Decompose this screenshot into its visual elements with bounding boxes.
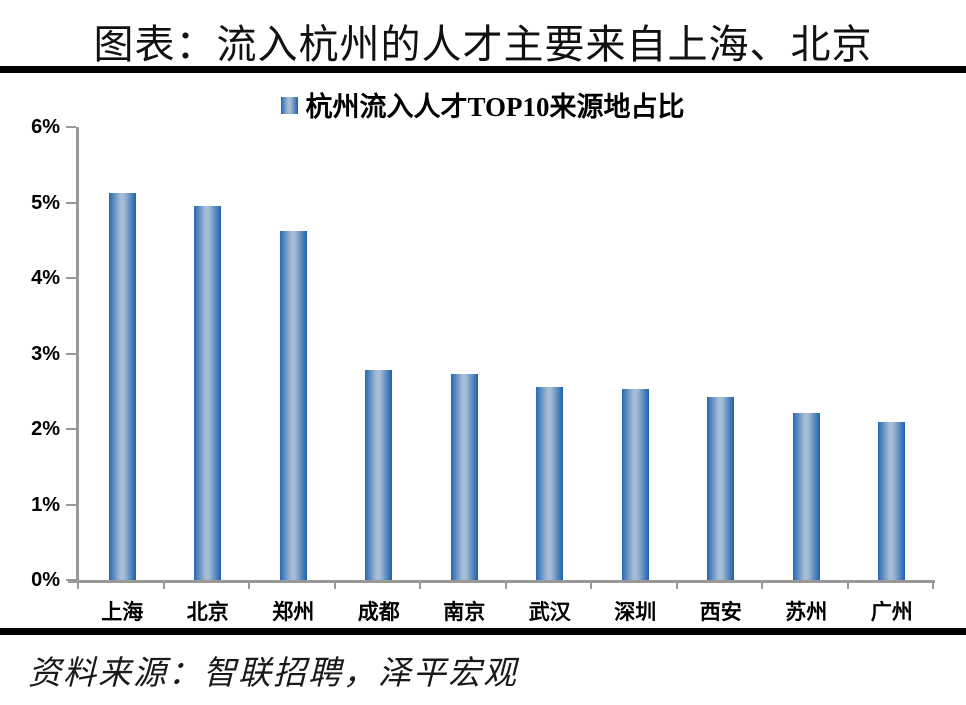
bar	[536, 386, 564, 580]
x-axis-tick	[846, 583, 849, 589]
x-axis-label: 上海	[101, 600, 144, 624]
x-axis-tick	[675, 583, 678, 589]
y-axis-tick	[66, 201, 76, 204]
chart-title: 图表：流入杭州的人才主要来自上海、北京	[93, 22, 873, 67]
x-axis-label: 深圳	[614, 600, 657, 624]
bar	[621, 388, 649, 580]
legend-label: 杭州流入人才TOP10来源地占比	[305, 91, 685, 122]
y-axis-tick	[66, 503, 76, 506]
x-axis-tick	[590, 583, 592, 589]
legend-marker-icon	[281, 96, 299, 114]
bar	[450, 373, 478, 580]
bar	[194, 206, 222, 580]
chart-legend: 杭州流入人才TOP10来源地占比	[0, 86, 966, 122]
x-axis-label: 苏州	[785, 600, 828, 624]
top-divider	[0, 66, 966, 73]
x-axis-tick	[248, 583, 250, 589]
x-axis-tick	[761, 583, 763, 589]
bar	[279, 231, 307, 580]
y-axis-label: 2%	[31, 418, 60, 440]
bar	[792, 413, 820, 580]
source-note: 资料来源：智联招聘，泽平宏观	[28, 656, 518, 692]
x-axis-label: 广州	[870, 600, 913, 624]
y-axis-label: 0%	[31, 569, 60, 591]
y-axis-label: 3%	[31, 342, 60, 365]
y-axis-line	[76, 127, 79, 583]
y-axis-label: 6%	[31, 116, 60, 138]
x-axis-label: 南京	[443, 600, 486, 624]
y-axis-label: 4%	[31, 267, 60, 289]
x-axis-tick	[162, 583, 165, 589]
bar	[108, 193, 136, 580]
y-axis-tick	[66, 352, 76, 355]
y-axis-label: 1%	[31, 493, 60, 516]
bar	[707, 397, 735, 580]
y-axis-tick	[66, 126, 76, 128]
x-axis-label: 西安	[699, 600, 742, 624]
bar	[878, 422, 906, 580]
x-axis-line	[68, 580, 935, 583]
y-axis-tick	[66, 277, 76, 279]
y-axis-tick	[66, 428, 76, 430]
x-axis-tick	[504, 583, 507, 589]
x-axis-tick	[77, 583, 79, 589]
x-axis-label: 成都	[357, 600, 400, 624]
x-axis-tick	[419, 583, 421, 589]
x-axis-label: 武汉	[528, 600, 571, 624]
x-axis-label: 郑州	[272, 600, 315, 624]
y-axis-label: 5%	[31, 191, 60, 214]
x-axis-tick	[932, 583, 934, 589]
x-axis-label: 北京	[186, 600, 229, 624]
y-axis-tick	[66, 579, 76, 581]
x-axis-tick	[333, 583, 336, 589]
bottom-divider	[0, 628, 966, 635]
bar	[365, 370, 393, 580]
